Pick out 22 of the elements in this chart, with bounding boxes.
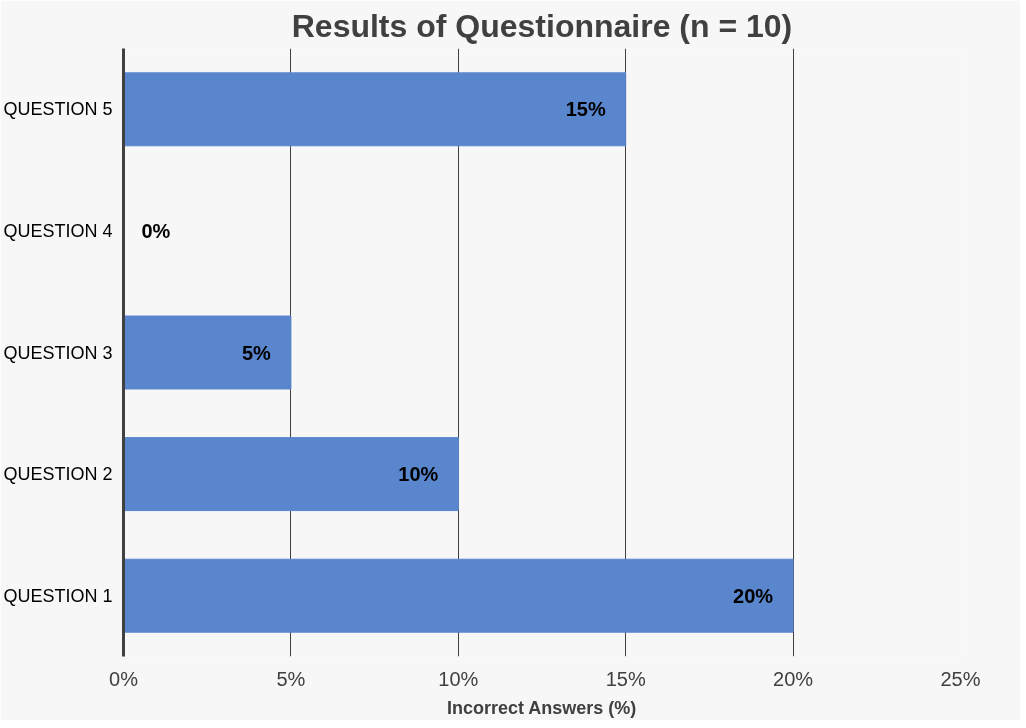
chart-title: Results of Questionnaire (n = 10) <box>291 7 793 44</box>
x-tick-label: 5% <box>276 667 306 690</box>
x-tick-label: 10% <box>438 667 479 690</box>
data-label: 0% <box>141 219 171 242</box>
data-label: 15% <box>565 98 606 121</box>
data-label: 10% <box>398 463 439 486</box>
x-tick-label: 25% <box>940 667 981 690</box>
x-tick-label: 20% <box>773 667 814 690</box>
bar <box>123 437 459 512</box>
y-tick-label: QUESTION 2 <box>3 464 113 485</box>
x-axis-title: Incorrect Answers (%) <box>446 697 637 718</box>
bar <box>123 315 292 390</box>
y-tick-label: QUESTION 3 <box>3 342 113 363</box>
x-tick-label: 15% <box>605 667 646 690</box>
data-label: 5% <box>241 341 272 364</box>
y-tick-label: QUESTION 4 <box>3 220 113 241</box>
y-tick-label: QUESTION 1 <box>3 585 113 606</box>
x-tick-label: 0% <box>109 667 139 690</box>
bar <box>123 72 627 147</box>
data-label: 20% <box>733 584 774 607</box>
bar <box>123 558 794 633</box>
y-tick-label: QUESTION 5 <box>3 99 113 120</box>
